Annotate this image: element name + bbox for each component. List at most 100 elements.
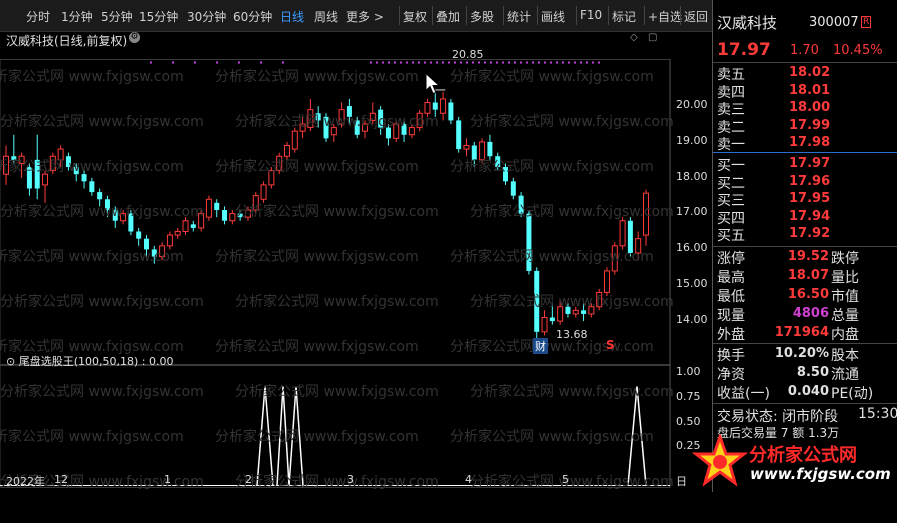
signal-dot xyxy=(370,61,372,64)
sell-level-price: 18.02 xyxy=(789,65,831,80)
time-tick-label: 2022年 xyxy=(6,475,45,488)
period-tab-8[interactable]: 更多 > xyxy=(346,10,384,24)
action-button-3[interactable]: 统计 xyxy=(507,10,532,24)
action-button-6[interactable]: 标记 xyxy=(612,10,637,24)
price-tick-label: 14.00 xyxy=(676,312,708,326)
candle-body xyxy=(534,270,540,332)
price-tick-label: 16.00 xyxy=(676,241,708,255)
indicator-tick-label: 0.25 xyxy=(676,439,701,453)
indicator-tick-label: 1.00 xyxy=(676,365,701,378)
signal-dot xyxy=(586,61,588,64)
stat-value: 8.50 xyxy=(796,365,829,380)
candle-body xyxy=(549,317,555,322)
candle-body xyxy=(222,210,228,221)
action-button-1[interactable]: 叠加 xyxy=(436,10,461,24)
toolbar-separator xyxy=(466,6,467,25)
action-button-7[interactable]: +自选 xyxy=(648,10,683,24)
trade-time: 15:30 xyxy=(858,406,897,422)
finance-marker[interactable]: 财 xyxy=(533,338,548,354)
indicator-spike xyxy=(288,386,304,486)
mouse-cursor-icon xyxy=(425,72,441,95)
candle-body xyxy=(166,234,173,247)
sell-marker: S xyxy=(606,338,615,352)
indicator-title: ⊙ 尾盘选股王(100,50,18) : 0.00 xyxy=(6,353,173,369)
candle-body xyxy=(448,102,454,121)
collapse-icon[interactable]: ⊙ xyxy=(6,355,16,368)
signal-dot xyxy=(502,61,504,64)
signal-dot xyxy=(194,61,196,64)
signal-dot xyxy=(376,61,378,64)
action-button-4[interactable]: 画线 xyxy=(541,10,566,24)
stat-label-right: 流通 xyxy=(831,367,859,383)
price-pane-frame xyxy=(0,59,671,365)
signal-dot xyxy=(412,61,414,64)
period-tab-1[interactable]: 1分钟 xyxy=(61,10,93,24)
action-button-5[interactable]: F10 xyxy=(580,8,603,22)
signal-dot xyxy=(448,61,450,64)
buy-level-label: 买四 xyxy=(717,210,745,227)
divider xyxy=(713,246,897,247)
time-tick-label: 3 xyxy=(347,473,354,486)
period-tab-7[interactable]: 周线 xyxy=(314,10,339,24)
stat-label-right: 量比 xyxy=(831,270,859,286)
rzrq-flag: R xyxy=(861,16,872,28)
stat-value: 0.040 xyxy=(787,384,829,399)
diamond-icon[interactable]: ◇ xyxy=(630,32,638,43)
signal-dot xyxy=(574,61,576,64)
period-tab-0[interactable]: 分时 xyxy=(26,10,51,24)
candle-body xyxy=(557,306,564,322)
indicator-spike xyxy=(276,386,290,486)
candle-body xyxy=(565,306,571,314)
candle-body xyxy=(518,195,524,214)
maximize-icon[interactable]: ▢ xyxy=(648,32,658,43)
action-button-2[interactable]: 多股 xyxy=(470,10,495,24)
price-tick-label: 15.00 xyxy=(676,277,708,291)
signal-dot xyxy=(424,61,426,64)
candle-body xyxy=(73,167,79,175)
signal-dot xyxy=(562,61,564,64)
candle-body xyxy=(244,209,251,218)
price-change-pct: 10.45% xyxy=(833,43,883,58)
trade-status: 交易状态: 闭市阶段 xyxy=(717,409,839,425)
action-button-0[interactable]: 复权 xyxy=(403,10,428,24)
candle-body xyxy=(346,106,352,117)
candle-body xyxy=(393,123,400,139)
candle-body xyxy=(330,127,337,136)
candle-body xyxy=(495,156,501,167)
buy-level-price: 17.94 xyxy=(789,208,831,224)
candle-body xyxy=(291,130,298,150)
candle-body xyxy=(432,102,438,110)
period-tab-6[interactable]: 日线 xyxy=(280,10,305,24)
sell-level-price: 17.98 xyxy=(789,135,831,150)
stat-label-right: 跌停 xyxy=(831,251,859,267)
toolbar-separator xyxy=(399,6,400,25)
signal-dot xyxy=(544,61,546,64)
kline-chart[interactable] xyxy=(0,31,712,523)
signal-dot xyxy=(260,61,262,64)
signal-dot xyxy=(484,61,486,64)
period-tab-5[interactable]: 60分钟 xyxy=(233,10,273,24)
candle-body xyxy=(229,213,236,222)
candle-body xyxy=(385,127,391,139)
sell-level-label: 卖二 xyxy=(717,119,745,136)
period-tab-2[interactable]: 5分钟 xyxy=(101,10,133,24)
period-tab-3[interactable]: 15分钟 xyxy=(139,10,179,24)
period-tab-4[interactable]: 30分钟 xyxy=(187,10,227,24)
settings-gear-icon[interactable]: ⚙ xyxy=(129,32,140,43)
low-price-label: 13.68 xyxy=(556,328,588,341)
divider xyxy=(713,343,897,344)
indicator-pane-frame xyxy=(0,365,671,488)
indicator-tick-label: 0.50 xyxy=(676,414,701,428)
candle-body xyxy=(198,213,205,229)
candle-body xyxy=(378,109,384,128)
candle-body xyxy=(42,173,49,186)
signal-dot xyxy=(150,61,152,64)
candle-body xyxy=(338,109,345,125)
candle-body xyxy=(190,224,196,228)
action-button-8[interactable]: 返回 xyxy=(684,10,709,24)
candle-body xyxy=(205,198,212,218)
candle-body xyxy=(26,167,32,189)
candle-body xyxy=(588,306,595,315)
logo-url: www.fxjgsw.com xyxy=(750,465,891,483)
sell-level-label: 卖三 xyxy=(717,102,745,118)
